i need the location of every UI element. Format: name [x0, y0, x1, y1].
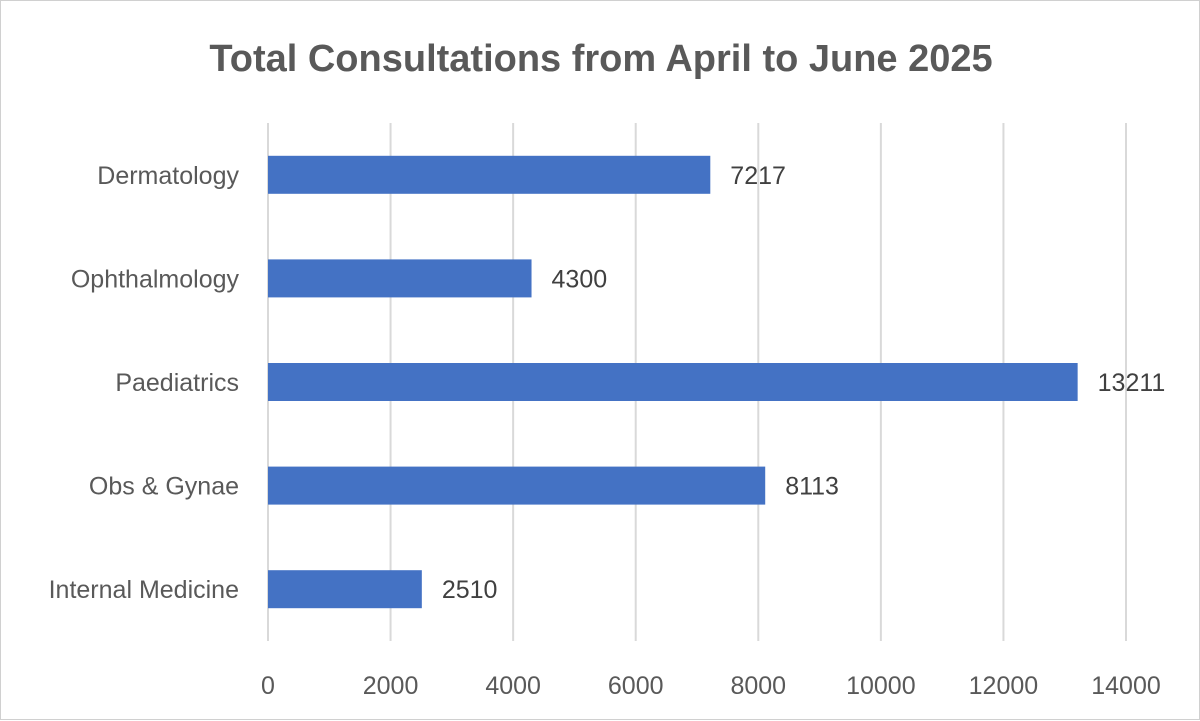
- data-label: 2510: [442, 576, 498, 604]
- bars: [268, 155, 1078, 609]
- data-label: 7217: [730, 162, 786, 190]
- x-tick-label: 2000: [363, 672, 419, 700]
- x-tick-label: 4000: [485, 672, 541, 700]
- x-tick-label: 0: [261, 672, 275, 700]
- bar: [268, 363, 1078, 401]
- bar: [268, 155, 711, 194]
- x-tick-label: 12000: [969, 672, 1039, 700]
- x-tick-label: 6000: [608, 672, 664, 700]
- category-label: Dermatology: [97, 162, 239, 190]
- category-label: Paediatrics: [115, 369, 239, 397]
- data-label: 8113: [785, 473, 839, 501]
- x-tick-label: 14000: [1091, 672, 1161, 700]
- x-tick-label: 10000: [846, 672, 916, 700]
- category-label: Internal Medicine: [49, 576, 239, 604]
- data-label: 13211: [1098, 369, 1166, 397]
- bar: [268, 259, 532, 298]
- x-tick-label: 8000: [730, 672, 786, 700]
- data-label: 4300: [552, 265, 608, 293]
- bar: [268, 466, 766, 505]
- bar: [268, 570, 422, 609]
- category-label: Ophthalmology: [71, 265, 240, 293]
- labels: 0 2000 4000 6000 8000 10000 12000 14000 Dermatol…: [49, 162, 1166, 700]
- chart-title: Total Consultations from April to June 2…: [209, 38, 992, 80]
- category-label: Obs & Gynae: [89, 473, 239, 501]
